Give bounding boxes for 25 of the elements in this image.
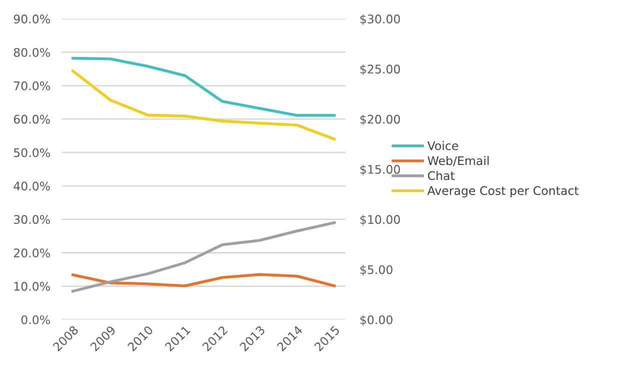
line-series [72,70,336,141]
y-tick-label: 60.0% [14,114,50,124]
y-tick-label: 10.0% [14,282,50,291]
line-series [72,273,336,288]
y-tick-label: 70.0% [14,81,50,90]
line-series [72,56,336,117]
y2-tick-label: $5.00 [360,264,392,276]
y-tick-label: 30.0% [14,215,50,224]
y2-tick-label: $10.00 [360,214,400,226]
legend-label: Voice [427,141,458,150]
y2-tick-label: $25.00 [360,64,400,76]
y-tick-label: 50.0% [14,148,50,158]
y-tick-label: 90.0% [14,14,50,24]
y2-tick-label: $30.00 [360,14,400,26]
legend-label: Average Cost per Contact [427,186,579,198]
y2-tick-label: $20.00 [360,114,400,126]
y2-tick-label: $15.00 [360,164,400,176]
y-tick-label: 40.0% [14,182,50,191]
y-tick-label: 0.0% [21,315,50,324]
line-series [72,221,336,293]
legend-label: Web/Email [428,156,489,166]
legend-label: Chat [428,170,455,180]
y2-tick-label: $0.00 [360,315,392,326]
y-tick-label: 80.0% [14,48,50,57]
y-tick-label: 20.0% [14,248,50,258]
